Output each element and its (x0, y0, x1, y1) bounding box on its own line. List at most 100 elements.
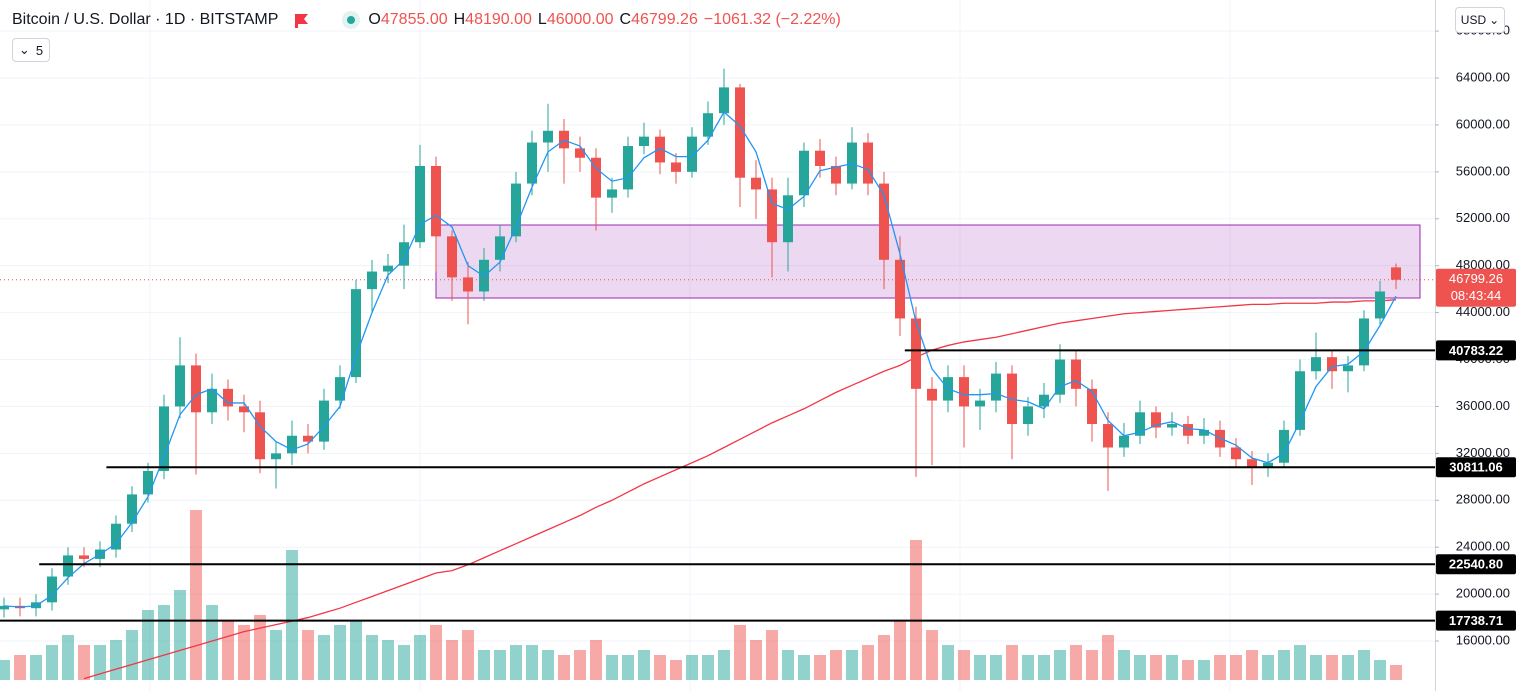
flag-icon (295, 14, 309, 28)
y-tick-label: 28000.00 (1456, 492, 1510, 507)
candle-body (335, 377, 345, 401)
volume-bar (1038, 655, 1050, 680)
volume-bar (558, 655, 570, 680)
candle-body (1151, 412, 1161, 428)
candle-body (991, 373, 1001, 401)
volume-bar (78, 645, 90, 680)
y-tick-label: 64000.00 (1456, 69, 1510, 84)
volume-bar (814, 655, 826, 680)
indicators-count: 5 (35, 42, 44, 58)
candle-body (863, 142, 873, 184)
candle-body (591, 157, 601, 198)
volume-bar (190, 510, 202, 680)
candle-body (671, 162, 681, 172)
volume-bar (46, 645, 58, 680)
ohlc-value: 47855.00 (380, 11, 448, 28)
candle-body (431, 165, 441, 237)
volume-bar (126, 630, 138, 680)
volume-bar (1390, 665, 1402, 680)
candle-body (255, 412, 265, 460)
candle-body (1023, 406, 1033, 425)
currency: USD (1460, 13, 1487, 27)
level-label: 17738.71 (1449, 613, 1503, 628)
indicators-toggle[interactable]: ⌄ 5 (12, 38, 50, 62)
candle-body (223, 388, 233, 407)
candle-body (575, 148, 585, 158)
volume-bar (1326, 655, 1338, 680)
y-tick-label: 16000.00 (1456, 632, 1510, 647)
candle-body (927, 388, 937, 401)
volume-bar (862, 645, 874, 680)
volume-bar (510, 645, 522, 680)
volume-bar (1310, 655, 1322, 680)
volume-bar (1102, 635, 1114, 680)
header: Bitcoin / U.S. Dollar · 1D · BITSTAMP O4… (12, 9, 847, 31)
volume-bar (462, 630, 474, 680)
ohlc-key: L (537, 11, 547, 28)
volume-bar (158, 605, 170, 680)
candle-body (191, 365, 201, 413)
candle-body (1039, 394, 1049, 407)
volume-bar (574, 650, 586, 680)
volume-bar (974, 655, 986, 680)
candle-body (623, 146, 633, 190)
volume-bar (670, 660, 682, 680)
volume-bar (334, 625, 346, 680)
status-icon (342, 11, 361, 29)
volume-bar (702, 655, 714, 680)
y-tick-label: 36000.00 (1456, 398, 1510, 413)
candle-body (1375, 291, 1385, 319)
currency-button[interactable]: USD ⌄ (1455, 7, 1505, 33)
volume-bar (734, 625, 746, 680)
candle-body (367, 271, 377, 290)
volume-bar (894, 620, 906, 680)
candle-body (127, 494, 137, 524)
volume-bar (1118, 650, 1130, 680)
volume-bar (270, 630, 282, 680)
volume-bar (1006, 645, 1018, 680)
volume-bar (1086, 650, 1098, 680)
volume-bar (1182, 660, 1194, 680)
candle-body (1119, 435, 1129, 448)
candle-body (159, 406, 169, 471)
y-tick-label: 52000.00 (1456, 210, 1510, 225)
candle-body (1167, 424, 1177, 428)
volume-bar (830, 650, 842, 680)
candle-body (1391, 267, 1401, 280)
volume-bar (1214, 655, 1226, 680)
volume-bar (622, 655, 634, 680)
y-tick-label: 44000.00 (1456, 304, 1510, 319)
y-tick-label: 56000.00 (1456, 163, 1510, 178)
y-tick-label: 20000.00 (1456, 586, 1510, 601)
candle-body (799, 150, 809, 196)
volume-bar (1262, 655, 1274, 680)
candle-body (319, 400, 329, 442)
candle-body (383, 265, 393, 272)
candle-body (399, 242, 409, 266)
volume-bar (1342, 655, 1354, 680)
volume-bar (478, 650, 490, 680)
volume-bar (638, 650, 650, 680)
candle-body (911, 318, 921, 389)
volume-bar (1358, 650, 1370, 680)
candle-body (463, 277, 473, 292)
candle-body (207, 388, 217, 413)
volume-bar (846, 650, 858, 680)
y-tick-label: 24000.00 (1456, 539, 1510, 554)
volume-bar (1294, 645, 1306, 680)
volume-bar (430, 625, 442, 680)
candle-body (1135, 412, 1145, 436)
candle-body (0, 605, 9, 610)
volume-bar (1150, 655, 1162, 680)
countdown: 08:43:44 (1451, 288, 1502, 303)
volume-bar (350, 620, 362, 680)
candle-body (1279, 429, 1289, 463)
ohlc-key: C (619, 11, 632, 28)
candle-body (815, 150, 825, 166)
candle-body (735, 87, 745, 178)
volume-bar (782, 650, 794, 680)
volume-bar (766, 630, 778, 680)
candle-body (143, 470, 153, 495)
volume-bar (30, 655, 42, 680)
moving-average (3, 111, 1397, 608)
